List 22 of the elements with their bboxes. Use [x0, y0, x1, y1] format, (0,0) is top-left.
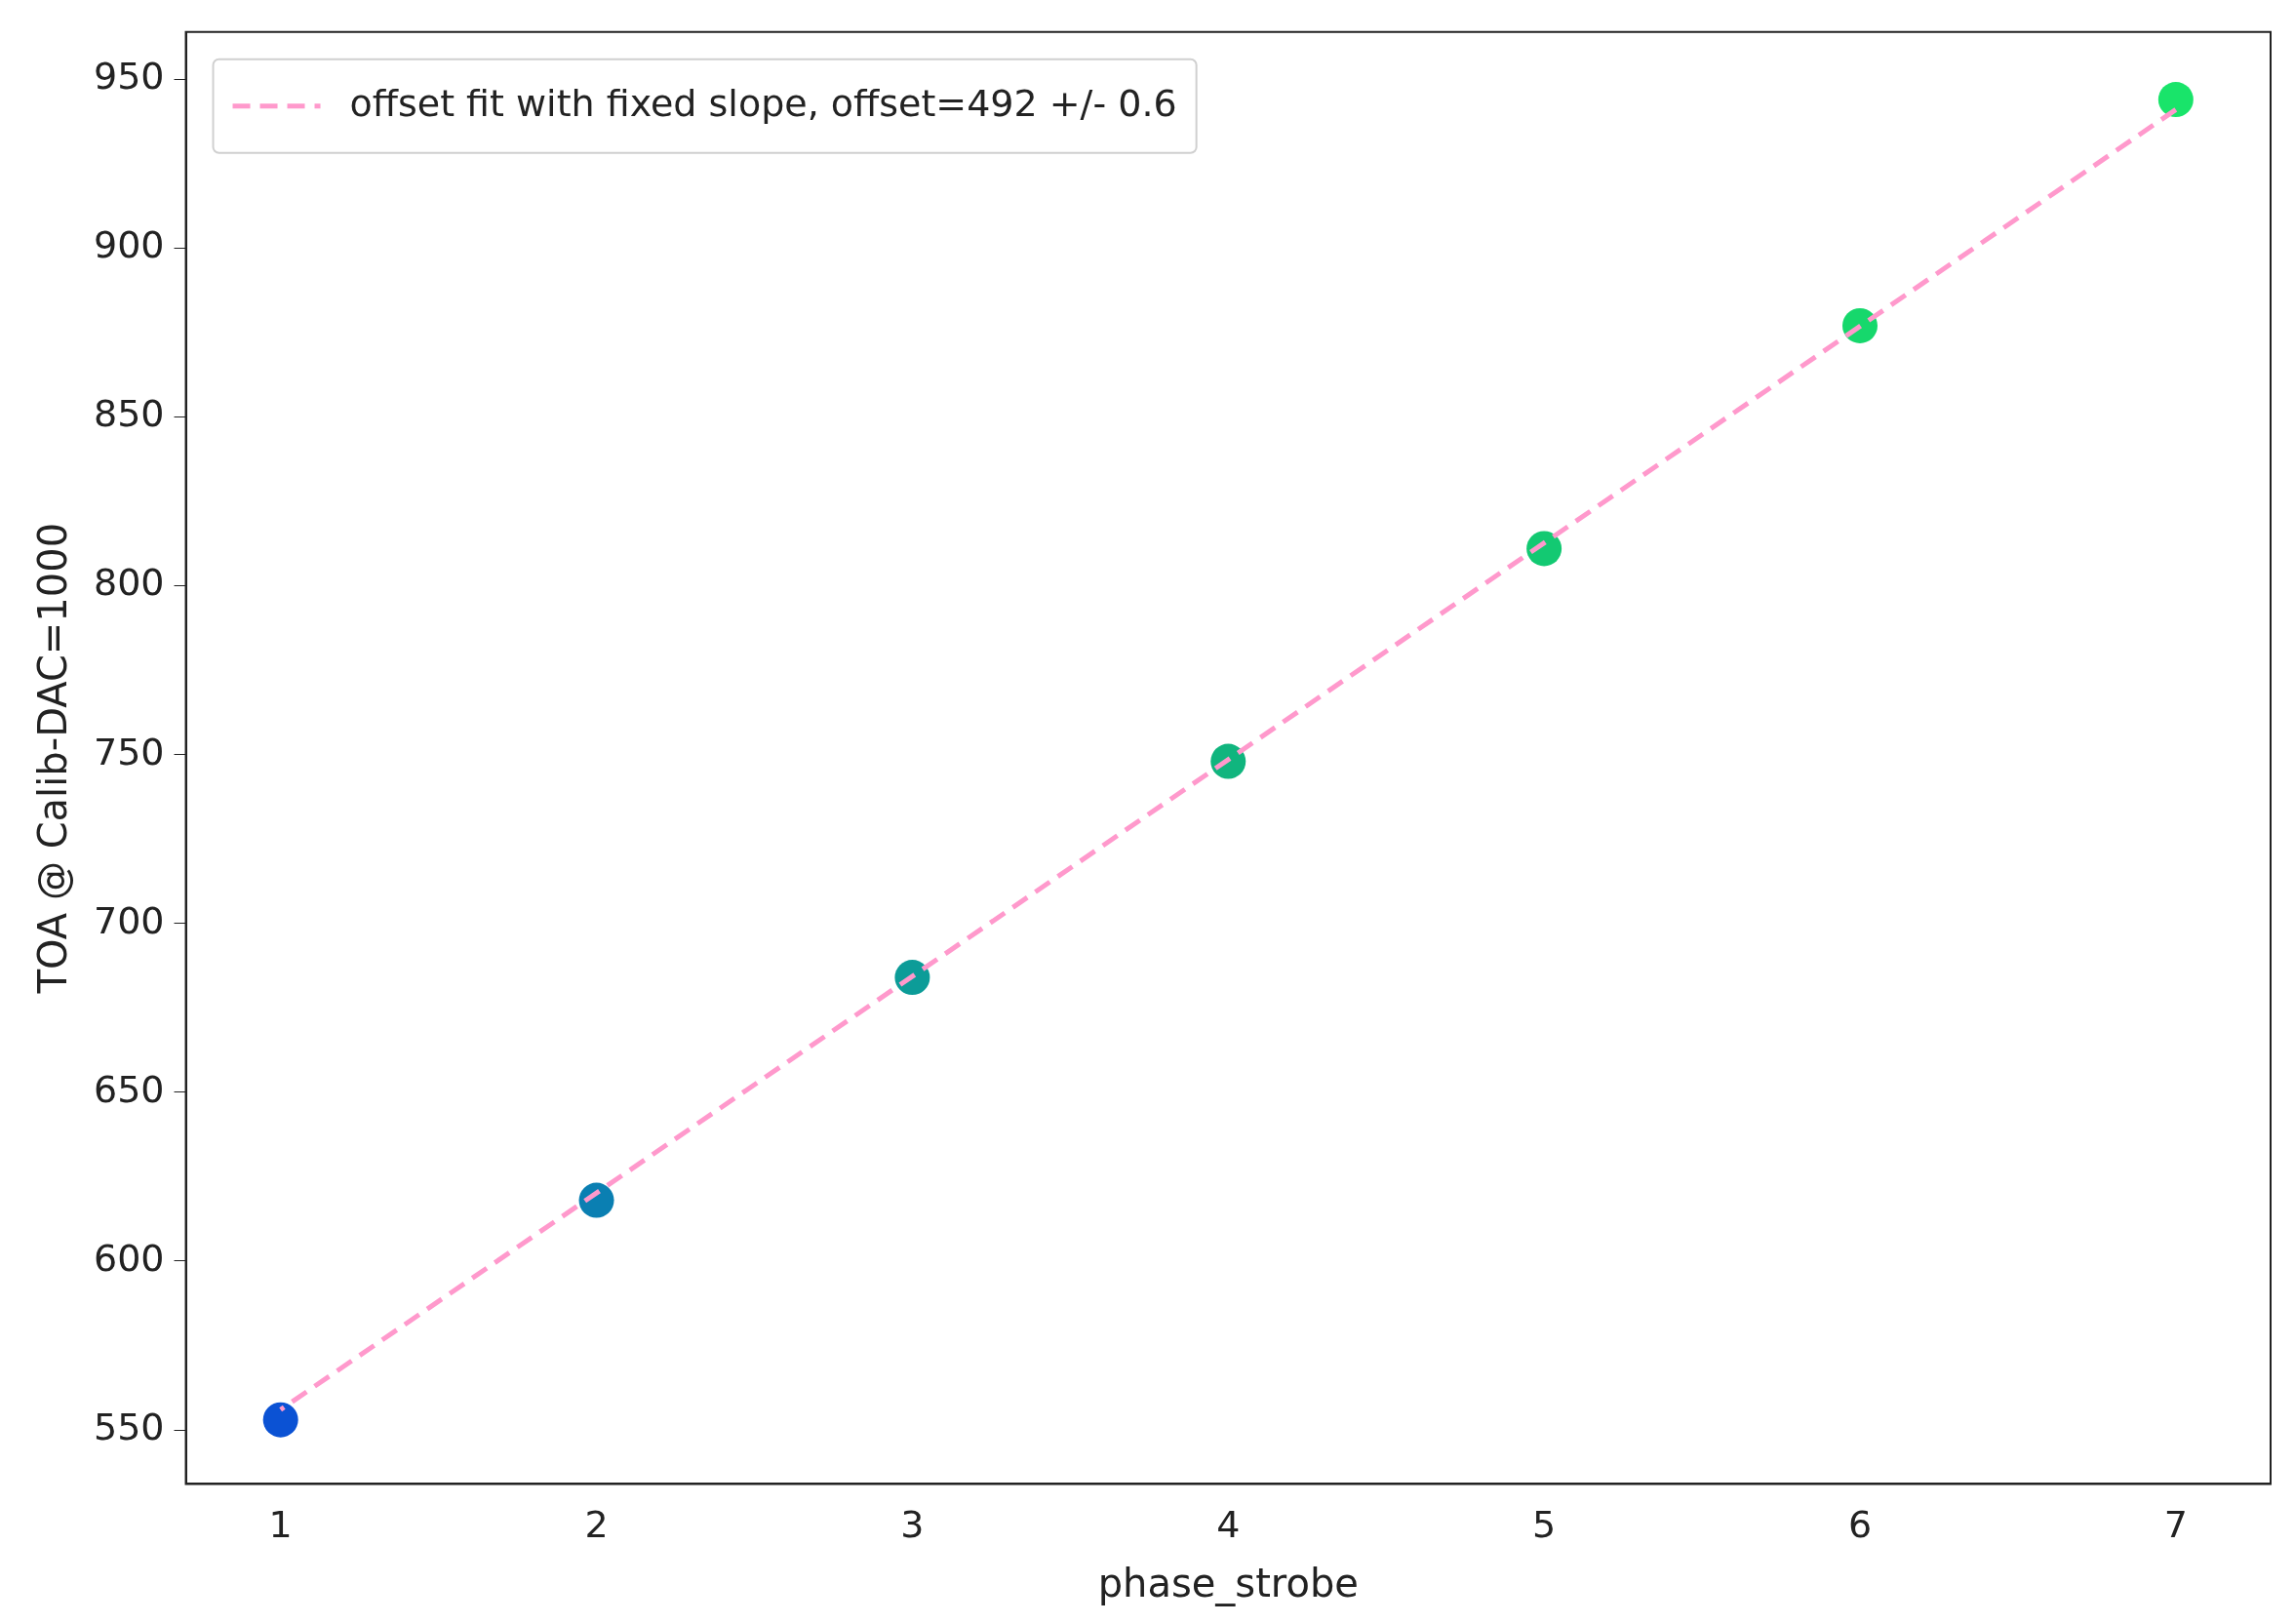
x-tick-label: 1 [268, 1503, 293, 1547]
x-tick-label: 2 [584, 1503, 609, 1547]
x-tick-label: 5 [1532, 1503, 1557, 1547]
x-axis-title: phase_strobe [1097, 1561, 1359, 1607]
y-tick-label: 950 [94, 55, 165, 99]
point [262, 1402, 298, 1438]
y-tick-label: 600 [94, 1236, 165, 1280]
x-tick-label: 6 [1847, 1503, 1873, 1547]
y-tick-label: 750 [94, 730, 165, 773]
y-tick-label: 900 [94, 223, 165, 267]
legend-label: offset fit with fixed slope, offset=492 +/- 0.6 [349, 81, 1177, 125]
point [2157, 82, 2194, 118]
y-tick-label: 700 [94, 898, 165, 942]
x-tick-label: 4 [1216, 1503, 1241, 1547]
point [578, 1182, 614, 1218]
y-tick-label: 550 [94, 1405, 165, 1448]
y-tick-label: 650 [94, 1067, 165, 1111]
x-tick-label: 7 [2163, 1503, 2188, 1547]
x-tick-label: 3 [900, 1503, 925, 1547]
y-tick-label: 850 [94, 392, 165, 436]
y-axis-title: TOA @ Calib-DAC=1000 [30, 522, 76, 995]
y-tick-label: 800 [94, 561, 165, 605]
